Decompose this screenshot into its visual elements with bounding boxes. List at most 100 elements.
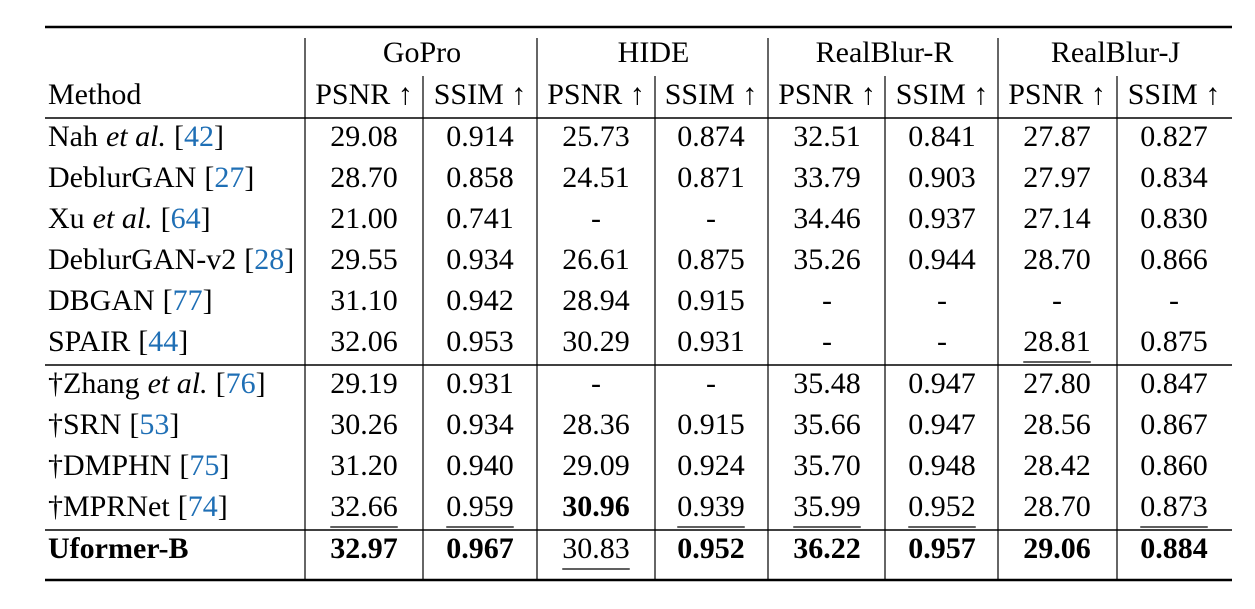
cell-value: 0.847 bbox=[1140, 367, 1208, 400]
method-etal: et al. bbox=[106, 120, 166, 153]
method-name: DBGAN [77] bbox=[48, 284, 213, 317]
cell-value: 31.10 bbox=[330, 284, 398, 317]
cell-value: - bbox=[937, 284, 947, 317]
cell-value: 0.952 bbox=[908, 490, 976, 523]
cell-value: 0.940 bbox=[446, 449, 514, 482]
cell-value: 0.830 bbox=[1140, 202, 1208, 235]
cell-value: - bbox=[822, 284, 832, 317]
method-ref: [64] bbox=[161, 202, 211, 235]
cell-value: 35.26 bbox=[793, 243, 861, 276]
method-name: Uformer-B bbox=[48, 532, 188, 565]
cell-value: 27.87 bbox=[1023, 120, 1091, 153]
cell-value: 34.46 bbox=[793, 202, 861, 235]
column-header: SSIM ↑ bbox=[665, 78, 758, 111]
cell-value: 0.903 bbox=[908, 161, 976, 194]
cell-value: 0.874 bbox=[677, 120, 745, 153]
column-header: SSIM ↑ bbox=[1128, 78, 1221, 111]
method-name: DBGAN bbox=[48, 284, 155, 317]
cell-value: 35.99 bbox=[793, 490, 861, 523]
method-name: †DMPHN [75] bbox=[48, 449, 229, 482]
method-ref: [53] bbox=[129, 408, 179, 441]
cell-value: 0.841 bbox=[908, 120, 976, 153]
cell-value: 0.948 bbox=[908, 449, 976, 482]
column-header: SSIM ↑ bbox=[896, 78, 989, 111]
group-header: HIDE bbox=[618, 36, 690, 69]
cell-value: 0.937 bbox=[908, 202, 976, 235]
cell-value: 0.875 bbox=[1140, 325, 1208, 358]
cell-value: 29.09 bbox=[562, 449, 630, 482]
cell-value: 25.73 bbox=[562, 120, 630, 153]
cell-value: 0.924 bbox=[677, 449, 745, 482]
cell-value: 27.80 bbox=[1023, 367, 1091, 400]
cell-value: 0.741 bbox=[446, 202, 514, 235]
method-header: Method bbox=[48, 78, 141, 111]
method-name: Xu et al. [64] bbox=[48, 202, 211, 235]
cell-value: 0.915 bbox=[677, 284, 745, 317]
method-name: DeblurGAN-v2 [28] bbox=[48, 243, 294, 276]
cell-value: 0.866 bbox=[1140, 243, 1208, 276]
cell-value: 30.96 bbox=[562, 490, 630, 523]
cell-value: 30.26 bbox=[330, 408, 398, 441]
method-ref: [42] bbox=[174, 120, 224, 153]
method-name: Nah bbox=[48, 120, 98, 153]
method-name: Xu bbox=[48, 202, 85, 235]
cell-value: 30.83 bbox=[562, 532, 630, 565]
method-name: †DMPHN bbox=[48, 449, 171, 482]
cell-value: 28.42 bbox=[1023, 449, 1091, 482]
method-name: DeblurGAN bbox=[48, 161, 196, 194]
cell-value: 32.97 bbox=[330, 532, 398, 565]
cell-value: - bbox=[591, 367, 601, 400]
cell-value: 28.70 bbox=[330, 161, 398, 194]
cell-value: 0.942 bbox=[446, 284, 514, 317]
cell-value: 35.66 bbox=[793, 408, 861, 441]
cell-value: 21.00 bbox=[330, 202, 398, 235]
method-name: †Zhang bbox=[48, 367, 140, 400]
method-ref: [44] bbox=[138, 325, 188, 358]
cell-value: 0.953 bbox=[446, 325, 514, 358]
cell-value: 0.967 bbox=[446, 532, 514, 565]
cell-value: 32.51 bbox=[793, 120, 861, 153]
cell-value: 32.66 bbox=[330, 490, 398, 523]
cell-value: - bbox=[937, 325, 947, 358]
cell-value: 29.19 bbox=[330, 367, 398, 400]
cell-value: - bbox=[706, 202, 716, 235]
group-header: RealBlur-J bbox=[1051, 36, 1181, 69]
cell-value: 0.952 bbox=[677, 532, 745, 565]
cell-value: 0.915 bbox=[677, 408, 745, 441]
group-header: RealBlur-R bbox=[816, 36, 954, 69]
method-etal: et al. bbox=[93, 202, 153, 235]
cell-value: 0.947 bbox=[908, 408, 976, 441]
method-name: †MPRNet bbox=[48, 490, 170, 523]
cell-value: 28.70 bbox=[1023, 490, 1091, 523]
cell-value: 28.36 bbox=[562, 408, 630, 441]
cell-value: 0.939 bbox=[677, 490, 745, 523]
cell-value: 0.834 bbox=[1140, 161, 1208, 194]
cell-value: 32.06 bbox=[330, 325, 398, 358]
method-name: DeblurGAN-v2 bbox=[48, 243, 236, 276]
method-name: †SRN bbox=[48, 408, 121, 441]
cell-value: 0.875 bbox=[677, 243, 745, 276]
cell-value: 36.22 bbox=[793, 532, 861, 565]
cell-value: 0.827 bbox=[1140, 120, 1208, 153]
cell-value: 0.884 bbox=[1140, 532, 1208, 565]
column-header: PSNR ↑ bbox=[778, 78, 876, 111]
cell-value: 0.873 bbox=[1140, 490, 1208, 523]
cell-value: 0.957 bbox=[908, 532, 976, 565]
method-ref: [74] bbox=[178, 490, 228, 523]
cell-value: 29.06 bbox=[1023, 532, 1091, 565]
column-header: SSIM ↑ bbox=[434, 78, 527, 111]
cell-value: 0.871 bbox=[677, 161, 745, 194]
column-header: PSNR ↑ bbox=[1008, 78, 1106, 111]
method-name: DeblurGAN [27] bbox=[48, 161, 254, 194]
cell-value: 0.934 bbox=[446, 408, 514, 441]
cell-value: 0.860 bbox=[1140, 449, 1208, 482]
cell-value: 30.29 bbox=[562, 325, 630, 358]
cell-value: 0.867 bbox=[1140, 408, 1208, 441]
cell-value: 28.94 bbox=[562, 284, 630, 317]
method-name: SPAIR bbox=[48, 325, 130, 358]
group-header: GoPro bbox=[383, 36, 461, 69]
cell-value: 26.61 bbox=[562, 243, 630, 276]
cell-value: 0.944 bbox=[908, 243, 976, 276]
column-header: PSNR ↑ bbox=[315, 78, 413, 111]
method-ref: [76] bbox=[216, 367, 266, 400]
